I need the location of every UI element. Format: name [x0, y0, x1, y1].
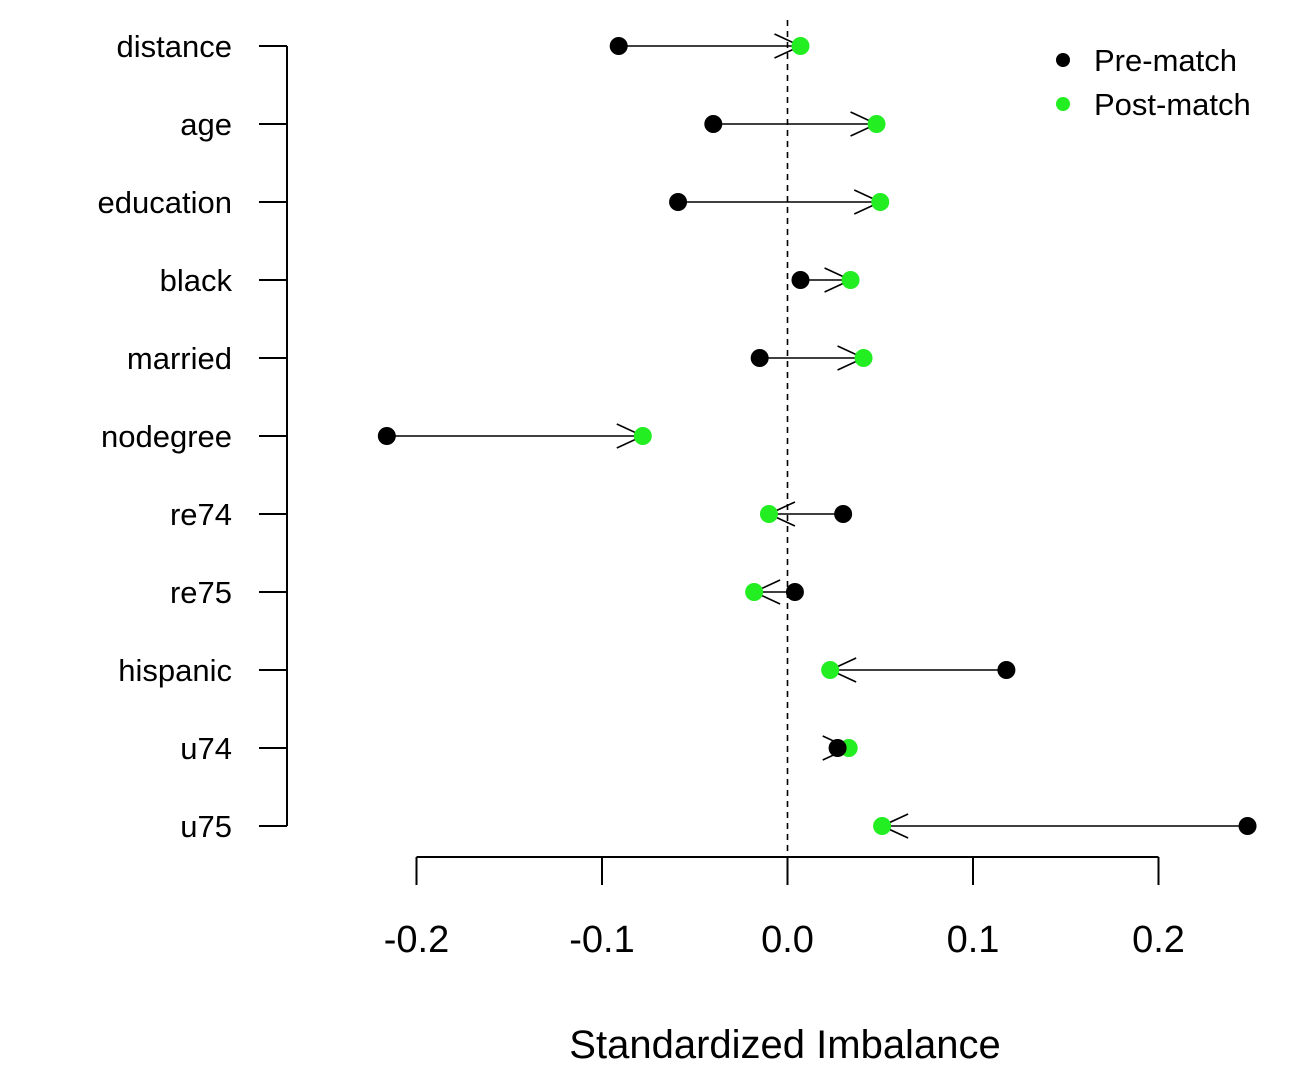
category-label: re75 — [170, 575, 232, 610]
x-tick-label: -0.1 — [569, 919, 634, 961]
post-match-point — [759, 505, 778, 523]
post-match-point — [854, 349, 873, 367]
post-match-point — [791, 37, 810, 55]
pre-match-point — [750, 349, 769, 367]
pre-match-point — [834, 505, 853, 523]
pre-match-point — [828, 739, 847, 757]
category-label: black — [160, 263, 233, 298]
category-label: age — [180, 107, 232, 142]
arrow — [386, 423, 645, 449]
points-group — [377, 37, 1257, 835]
category-label: u75 — [180, 809, 232, 844]
arrow — [828, 657, 1007, 683]
x-tick-label: 0.1 — [947, 919, 1000, 961]
category-label: u74 — [180, 731, 232, 766]
post-match-point — [871, 193, 890, 211]
pre-match-point — [669, 193, 688, 211]
legend-label: Post-match — [1094, 87, 1251, 122]
post-match-point — [745, 583, 764, 601]
pre-match-point — [704, 115, 723, 133]
legend-marker — [1056, 97, 1070, 111]
arrow — [678, 189, 883, 215]
arrow — [880, 813, 1248, 839]
arrow — [759, 345, 866, 371]
pre-match-point — [791, 271, 810, 289]
pre-match-point — [997, 661, 1016, 679]
category-axis: distance age education black married nodegree… — [98, 29, 288, 844]
legend-marker — [1056, 53, 1070, 67]
category-label: re74 — [170, 497, 232, 532]
x-tick-label: -0.2 — [384, 919, 449, 961]
pre-match-point — [609, 37, 628, 55]
x-tick-label: 0.0 — [761, 919, 814, 961]
post-match-point — [841, 271, 860, 289]
arrow — [767, 501, 844, 527]
pre-match-point — [1238, 817, 1257, 835]
post-match-point — [633, 427, 652, 445]
category-label: married — [127, 341, 232, 376]
pre-match-point — [377, 427, 396, 445]
x-axis: -0.2 -0.1 0.0 0.1 0.2 — [384, 856, 1185, 961]
category-label: distance — [117, 29, 232, 64]
category-label: education — [98, 185, 232, 220]
legend: Pre-match Post-match — [1056, 43, 1251, 122]
arrows-group — [386, 33, 1248, 839]
x-axis-title: Standardized Imbalance — [569, 1023, 1000, 1067]
category-label: hispanic — [118, 653, 232, 688]
post-match-point — [821, 661, 840, 679]
x-tick-label: 0.2 — [1132, 919, 1185, 961]
legend-label: Pre-match — [1094, 43, 1237, 78]
arrow — [713, 111, 879, 137]
pre-match-point — [785, 583, 804, 601]
arrow — [618, 33, 803, 59]
post-match-point — [867, 115, 886, 133]
post-match-point — [873, 817, 892, 835]
category-label: nodegree — [101, 419, 232, 454]
